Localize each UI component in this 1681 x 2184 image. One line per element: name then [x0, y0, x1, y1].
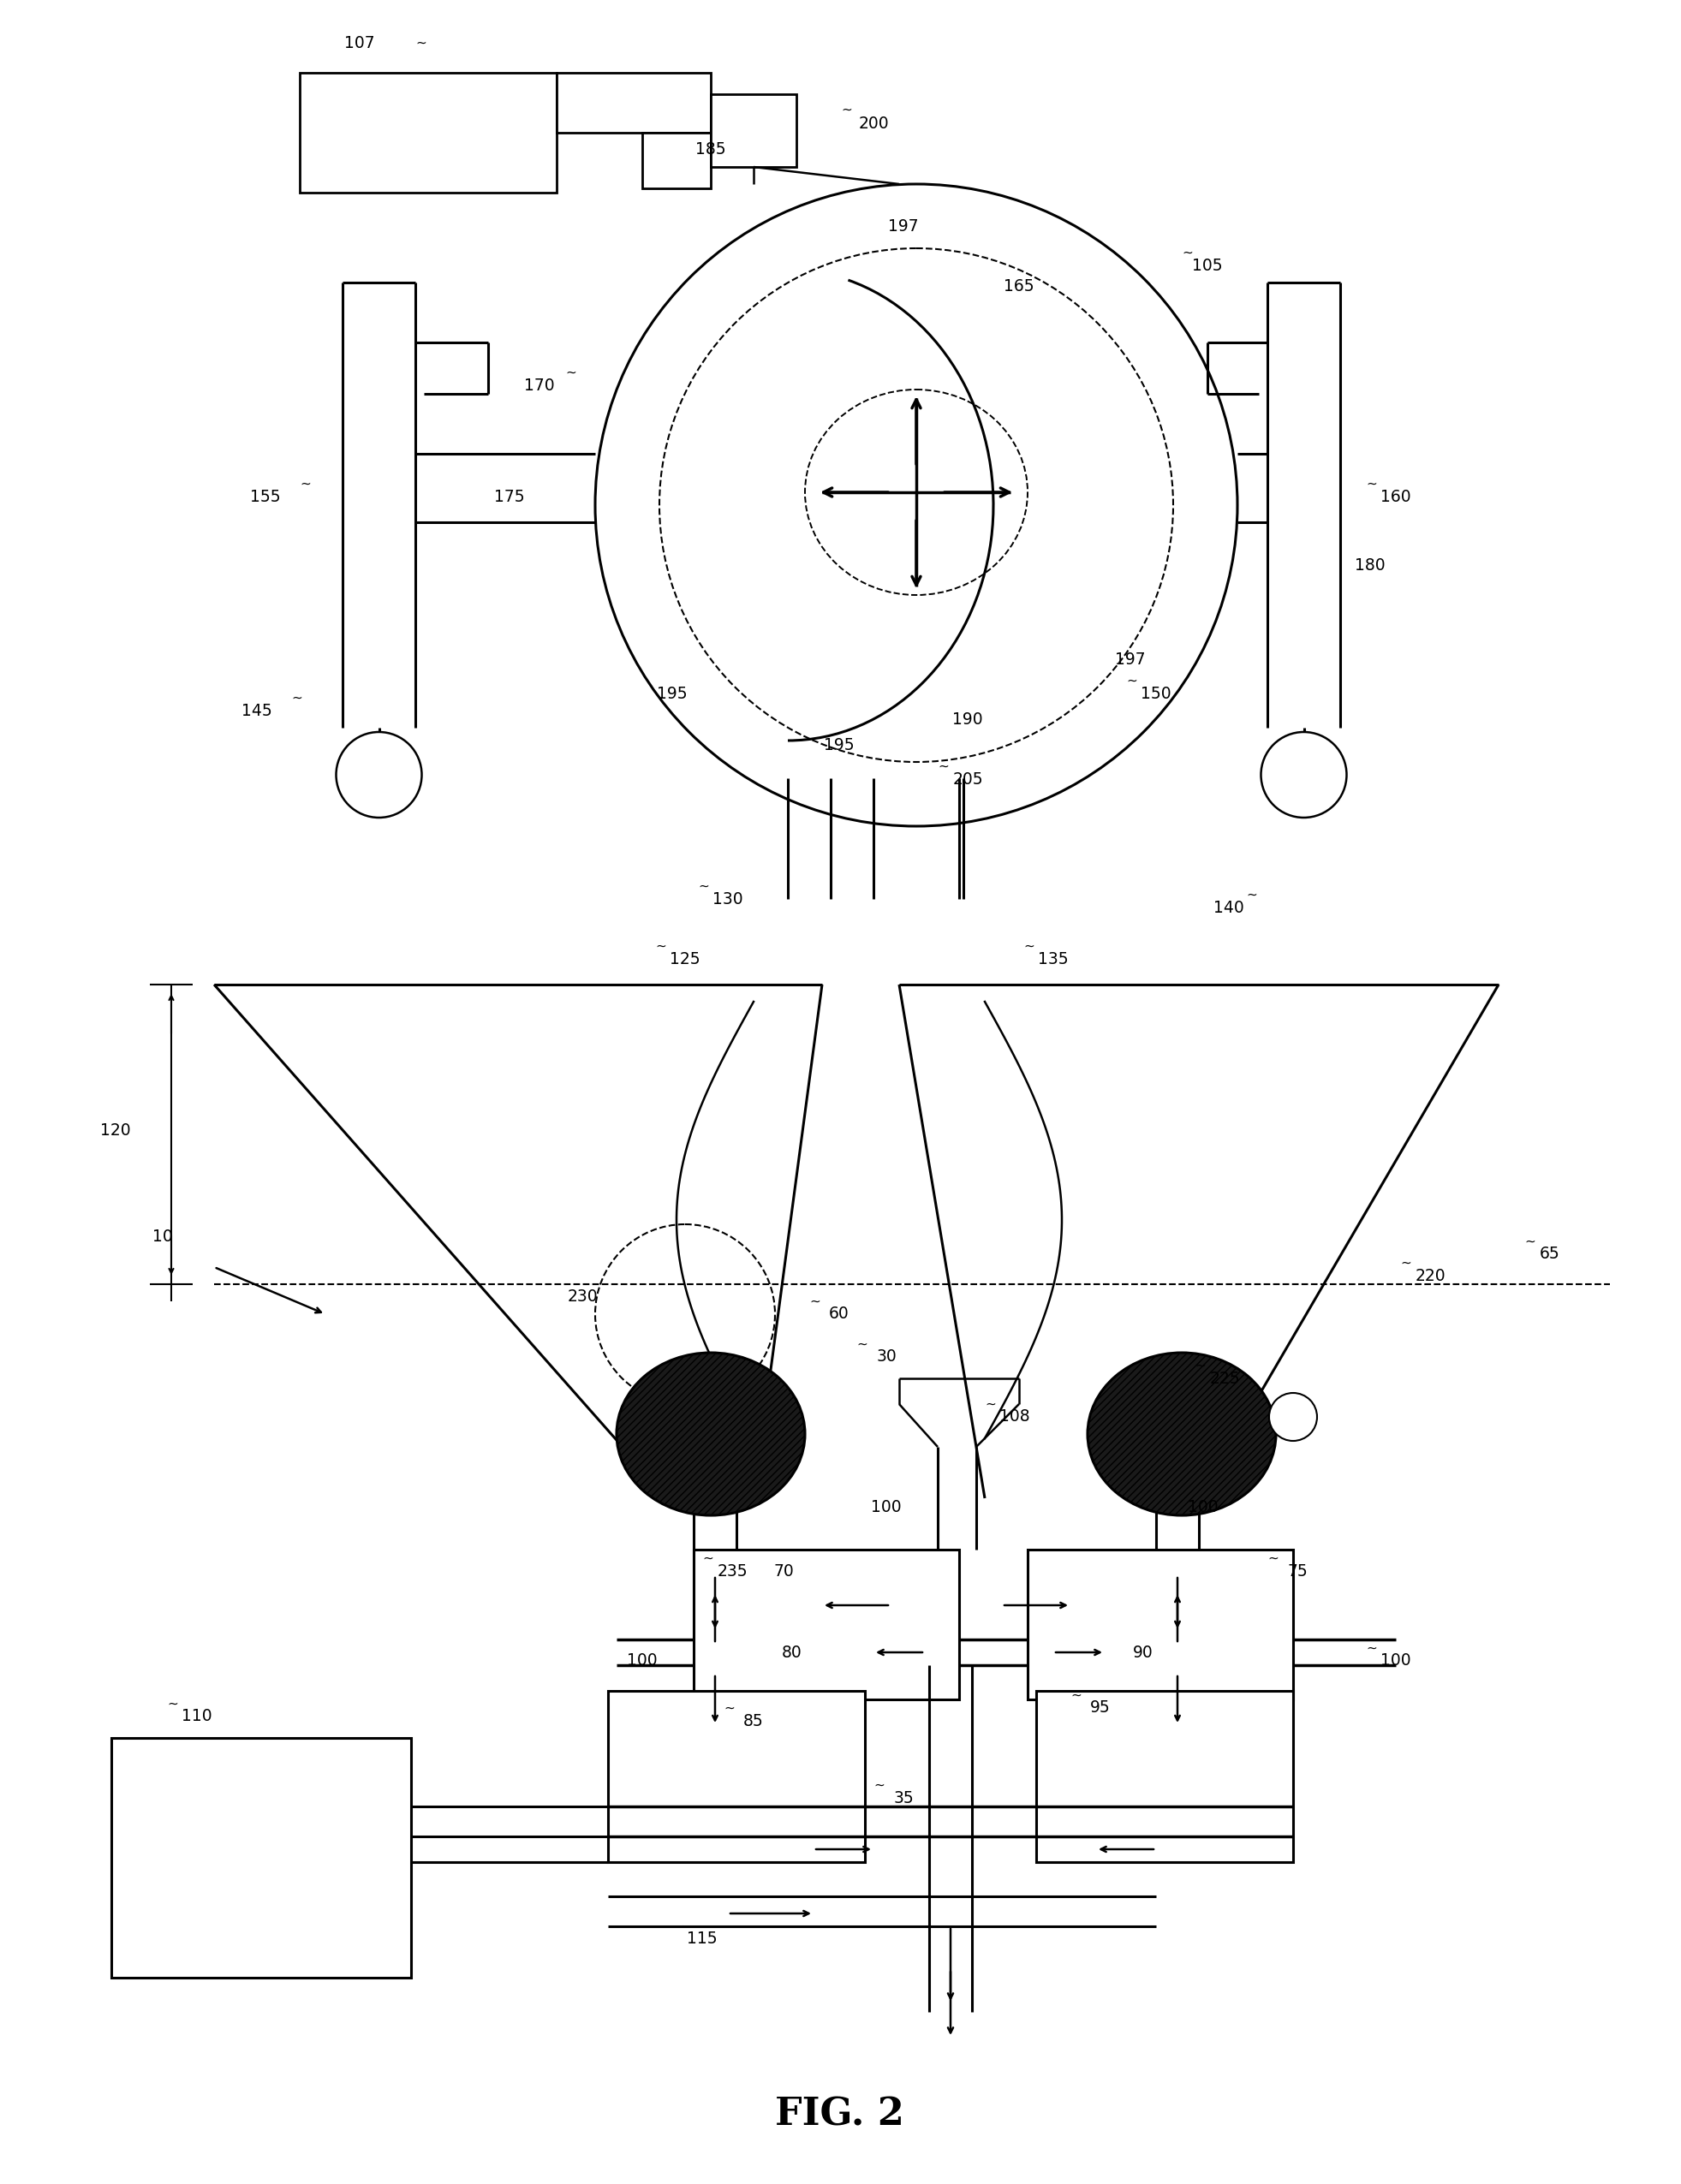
Text: 175: 175 — [494, 489, 524, 505]
Text: 100: 100 — [1380, 1653, 1410, 1669]
Text: 65: 65 — [1540, 1247, 1560, 1262]
Text: 105: 105 — [1192, 258, 1222, 273]
Bar — [642, 133, 711, 188]
Text: ~: ~ — [809, 1295, 820, 1308]
Bar — [1027, 1551, 1293, 1699]
Text: 140: 140 — [1214, 900, 1244, 915]
Text: 80: 80 — [782, 1645, 802, 1660]
Text: 195: 195 — [657, 686, 688, 701]
Text: 100: 100 — [871, 1498, 901, 1516]
Text: 115: 115 — [688, 1931, 718, 1948]
Text: 180: 180 — [1355, 557, 1385, 572]
Bar — [609, 1690, 866, 1863]
Text: 108: 108 — [1000, 1409, 1030, 1424]
Text: 110: 110 — [182, 1708, 212, 1725]
Text: FIG. 2: FIG. 2 — [775, 2097, 904, 2134]
Text: ~: ~ — [299, 478, 311, 489]
Text: 100: 100 — [1188, 1498, 1219, 1516]
Text: ~: ~ — [656, 939, 666, 952]
Text: 10: 10 — [153, 1230, 173, 1245]
Circle shape — [336, 732, 422, 817]
Text: 230: 230 — [566, 1289, 597, 1306]
Text: 205: 205 — [953, 771, 983, 786]
Text: ~: ~ — [291, 692, 303, 703]
Text: ~: ~ — [1126, 675, 1136, 688]
Ellipse shape — [617, 1352, 805, 1516]
Text: ~: ~ — [703, 1553, 713, 1564]
Bar — [1035, 1690, 1293, 1863]
Text: 120: 120 — [101, 1123, 131, 1138]
Text: 135: 135 — [1039, 950, 1069, 968]
Text: 200: 200 — [859, 116, 889, 133]
Text: ~: ~ — [840, 103, 852, 116]
Text: 185: 185 — [696, 142, 726, 157]
Text: 90: 90 — [1133, 1645, 1153, 1660]
Bar — [694, 1551, 960, 1699]
Text: 235: 235 — [716, 1564, 748, 1579]
Text: ~: ~ — [698, 880, 709, 893]
Text: ~: ~ — [1024, 939, 1034, 952]
Text: ~: ~ — [1246, 889, 1257, 902]
Text: ~: ~ — [415, 37, 427, 50]
Text: ~: ~ — [1525, 1234, 1535, 1247]
Text: ~: ~ — [874, 1778, 884, 1791]
Circle shape — [1269, 1393, 1316, 1441]
Text: ~: ~ — [938, 760, 948, 773]
Text: 95: 95 — [1091, 1699, 1111, 1717]
Bar — [711, 94, 797, 166]
Text: ~: ~ — [1367, 1642, 1377, 1655]
Text: ~: ~ — [672, 1920, 682, 1933]
Ellipse shape — [1088, 1352, 1276, 1516]
Text: 35: 35 — [893, 1789, 913, 1806]
Text: ~: ~ — [565, 367, 577, 378]
Text: 220: 220 — [1415, 1267, 1446, 1284]
Text: ~: ~ — [1071, 1688, 1081, 1701]
Text: 30: 30 — [876, 1350, 896, 1365]
Text: 145: 145 — [242, 703, 272, 719]
Bar — [556, 72, 711, 133]
Text: 150: 150 — [1141, 686, 1172, 701]
Text: ~: ~ — [723, 1701, 735, 1714]
Text: 107: 107 — [345, 35, 375, 50]
Text: 170: 170 — [524, 378, 555, 393]
Text: 155: 155 — [250, 489, 281, 505]
Text: 130: 130 — [713, 891, 743, 906]
Text: ~: ~ — [856, 1339, 867, 1350]
Text: 125: 125 — [669, 950, 701, 968]
Text: ~: ~ — [166, 1697, 178, 1710]
Circle shape — [1261, 732, 1346, 817]
Text: 70: 70 — [773, 1564, 793, 1579]
Text: ~: ~ — [1267, 1553, 1278, 1564]
Text: 85: 85 — [743, 1712, 763, 1730]
Text: ~: ~ — [1195, 1358, 1205, 1372]
Bar — [299, 72, 556, 192]
Text: 197: 197 — [888, 218, 920, 236]
Text: 225: 225 — [1209, 1369, 1241, 1387]
Text: 190: 190 — [953, 712, 983, 727]
Text: ~: ~ — [1182, 247, 1194, 260]
Text: ~: ~ — [985, 1398, 995, 1411]
Text: 100: 100 — [627, 1653, 657, 1669]
Text: 197: 197 — [1115, 651, 1146, 668]
Text: 160: 160 — [1380, 489, 1410, 505]
Bar — [111, 1738, 412, 1979]
Text: ~: ~ — [1400, 1256, 1410, 1269]
Text: ~: ~ — [1367, 478, 1377, 489]
Text: 195: 195 — [824, 736, 854, 753]
Text: 60: 60 — [829, 1306, 849, 1321]
Text: 75: 75 — [1288, 1564, 1308, 1579]
Text: 165: 165 — [1004, 280, 1034, 295]
